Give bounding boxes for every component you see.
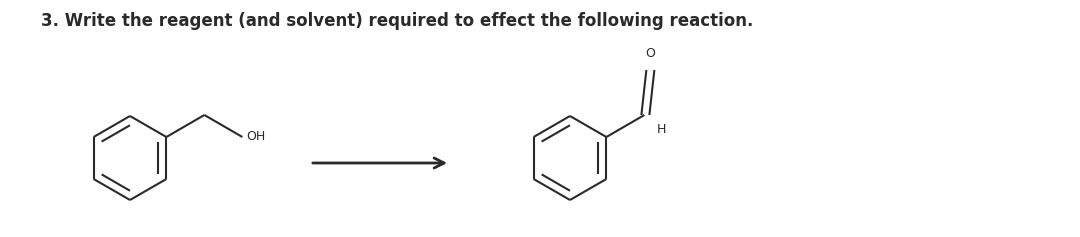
Text: 3. Write the reagent (and solvent) required to effect the following reaction.: 3. Write the reagent (and solvent) requi… [41, 12, 754, 30]
Text: OH: OH [246, 131, 266, 143]
Text: O: O [646, 47, 656, 60]
Text: H: H [657, 123, 665, 136]
